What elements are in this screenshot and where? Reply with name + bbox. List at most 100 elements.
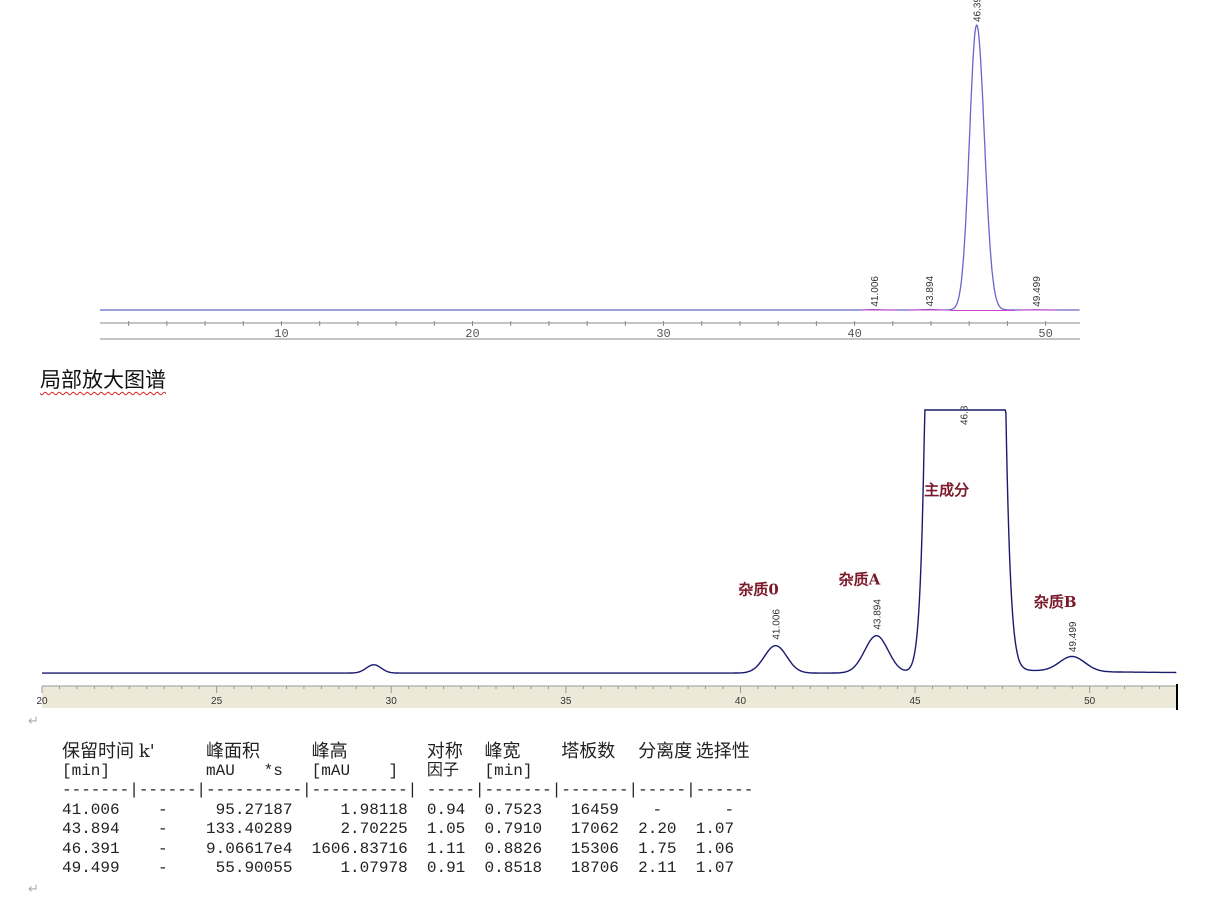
full-chromatogram: 10 20 30 40 50 41.006 43.894 46.391 49.499 — [100, 0, 1080, 341]
table-cell: 0.91 — [426, 859, 485, 877]
table-cell: 95.27187 — [215, 800, 312, 819]
table-cell: 2.11 — [638, 859, 696, 877]
table-cell: 0.7910 — [484, 820, 562, 838]
table-row: 46.391 - 9.06617e4 1606.83716 1.11 0.882… — [62, 840, 753, 860]
column-unit: [mAU ] — [311, 761, 399, 780]
peak-label: 49.499 — [1068, 621, 1079, 652]
table-cell: - — [158, 859, 187, 877]
table-cell: 1.07978 — [340, 859, 427, 877]
peak-label: 43.894 — [925, 275, 936, 306]
table-cell: - — [652, 800, 682, 819]
column-unit — [696, 762, 754, 782]
column-separator: ----------| — [311, 781, 418, 799]
table-cell: 16459 — [570, 800, 639, 819]
table-cell: 1.98118 — [340, 800, 427, 819]
table-cell: - — [158, 800, 187, 819]
column-header: 分离度 — [638, 741, 693, 762]
table-cell: - — [724, 800, 754, 819]
zoomed-chromatogram: 20 25 30 35 40 45 50 41.006 杂质0 43.894 杂质A 46.3 主成分 4… — [36, 405, 1178, 710]
table-cell: 55.90055 — [215, 859, 312, 877]
column-separator: -------| — [484, 781, 562, 799]
table-cell: 17062 — [570, 820, 639, 838]
column-header: 选择性 — [695, 741, 750, 762]
peak-annotation: 主成分 — [924, 481, 969, 499]
table-cell: 0.8826 — [484, 839, 562, 858]
table-cell: 41.006 — [62, 800, 139, 819]
peak-label: 43.894 — [872, 599, 883, 630]
column-unit — [561, 762, 638, 782]
table-cell: 133.40289 — [206, 820, 312, 838]
x-tick-label: 30 — [656, 327, 670, 341]
column-unit — [638, 762, 696, 782]
table-row: 41.006 - 95.27187 1.98118 0.94 0.7523 16… — [62, 801, 753, 821]
table-cell: 1.07 — [695, 859, 754, 877]
peak-label: 41.006 — [772, 609, 783, 640]
peak-label: 46.3 — [960, 405, 971, 425]
column-separator: ------| — [138, 781, 207, 799]
column-header: 塔板数 — [561, 741, 616, 762]
column-header: 对称 — [426, 741, 463, 762]
table-cell: 0.94 — [426, 800, 485, 819]
column-separator: -------| — [561, 781, 639, 799]
table-header-row: 保留时间 k' 峰面积 峰高 对称 峰宽 塔板数 分离度 选择性 — [62, 742, 753, 762]
column-separator: ----------| — [206, 781, 312, 799]
table-cell: 2.70225 — [340, 820, 427, 838]
x-tick-label: 40 — [735, 696, 747, 707]
table-cell: 1.06 — [695, 839, 754, 858]
column-header: 峰面积 — [206, 741, 261, 762]
table-separator-row: -------| ------| ----------| ----------| ---… — [62, 781, 753, 801]
table-cell: 1.05 — [426, 820, 485, 838]
table-cell: 2.20 — [638, 820, 696, 838]
peak-label: 46.391 — [973, 0, 984, 22]
x-tick-label: 40 — [847, 327, 861, 341]
table-cell: 0.7523 — [484, 800, 562, 819]
x-tick-label: 25 — [211, 696, 223, 707]
peak-annotation: 杂质B — [1034, 593, 1077, 611]
x-tick-label: 35 — [560, 696, 572, 707]
table-cell: 1.07 — [695, 820, 754, 838]
paragraph-mark-icon: ↵ — [28, 882, 39, 897]
table-cell: 1.75 — [638, 839, 696, 858]
table-cell: - — [158, 839, 187, 858]
table-cell: 15306 — [570, 839, 639, 858]
column-unit: mAU *s — [206, 761, 283, 780]
table-cell: 49.499 — [62, 859, 139, 877]
x-tick-label: 10 — [274, 327, 288, 341]
table-cell: 18706 — [570, 859, 639, 877]
x-tick-label: 20 — [36, 696, 48, 707]
peak-table: 保留时间 k' 峰面积 峰高 对称 峰宽 塔板数 分离度 选择性 [min] mAU *s [mAU… — [62, 742, 753, 879]
table-units-row: [min] mAU *s [mAU ] 因子 [min] — [62, 762, 753, 782]
x-axis-band — [42, 686, 1177, 708]
column-header: 保留时间 — [62, 741, 134, 762]
x-tick-label: 45 — [910, 696, 922, 707]
peak-label: 41.006 — [870, 276, 881, 307]
x-tick-label: 30 — [386, 696, 398, 707]
table-cell: 46.391 — [62, 839, 139, 858]
table-cell: 0.8518 — [484, 859, 562, 877]
column-unit: [min] — [484, 761, 533, 780]
chromatogram-trace — [100, 24, 1080, 311]
chromatogram-trace — [42, 409, 1177, 674]
table-cell: 43.894 — [62, 820, 139, 838]
column-separator: -----| — [638, 781, 696, 799]
column-unit: 因子 — [426, 761, 459, 780]
table-cell: 1.11 — [426, 839, 485, 858]
column-unit: [min] — [62, 761, 111, 780]
table-cell: 9.06617e4 — [206, 839, 312, 858]
peak-annotation: 杂质A — [839, 571, 881, 589]
column-separator: -------| — [62, 781, 139, 799]
table-cell: 1606.83716 — [311, 839, 427, 858]
peak-label: 49.499 — [1032, 276, 1043, 307]
peak-annotation: 杂质0 — [738, 581, 778, 599]
x-tick-label: 20 — [465, 327, 479, 341]
column-separator: -----| — [426, 781, 485, 799]
table-row: 43.894 - 133.40289 2.70225 1.05 0.7910 1… — [62, 820, 753, 840]
column-header: k' — [138, 741, 155, 762]
x-tick-label: 50 — [1038, 327, 1052, 341]
column-header: 峰高 — [311, 741, 348, 762]
x-tick-label: 50 — [1084, 696, 1096, 707]
paragraph-mark-icon: ↵ — [28, 714, 39, 729]
column-unit — [139, 762, 206, 782]
table-row: 49.499 - 55.90055 1.07978 0.91 0.8518 18… — [62, 859, 753, 879]
zoomed-chromatogram-heading: 局部放大图谱 — [40, 368, 166, 392]
